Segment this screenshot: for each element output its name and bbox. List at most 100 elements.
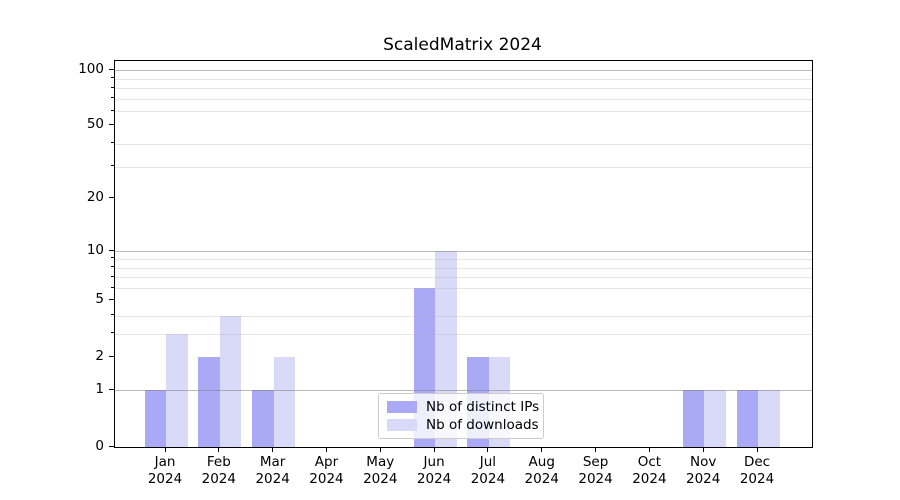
- y-minor-tick-mark-60: [111, 109, 114, 111]
- x-tick-label-month: Jun: [423, 454, 445, 470]
- x-tick-label-year: 2024: [578, 471, 613, 487]
- gridline-y-80: [115, 88, 812, 90]
- y-minor-tick-mark-9: [111, 257, 114, 259]
- y-tick-label-50: 50: [86, 116, 104, 133]
- bar-downloads-mar: [273, 357, 296, 447]
- y-tick-label-100: 100: [78, 60, 104, 77]
- x-tick-label-month: Apr: [314, 454, 339, 470]
- gridline-y-60: [115, 111, 812, 113]
- bar-distinct-ips-dec: [736, 390, 758, 447]
- y-minor-tick-mark-7: [111, 275, 114, 277]
- x-tick-mark-apr: [325, 447, 327, 452]
- gridline-y-9: [115, 259, 812, 260]
- x-tick-label-year: 2024: [147, 471, 183, 487]
- bar-distinct-ips-nov: [682, 390, 705, 447]
- gridline-y-6: [115, 288, 812, 290]
- y-tick-label-5: 5: [95, 291, 104, 308]
- x-tick-label-month: Jul: [479, 454, 497, 470]
- bar-downloads-nov: [704, 390, 726, 447]
- x-tick-mark-sep: [595, 447, 597, 452]
- y-minor-tick-mark-3: [111, 332, 114, 334]
- x-tick-mark-mar: [272, 447, 274, 452]
- y-tick-mark-2: [109, 355, 114, 357]
- x-tick-label-month: Dec: [743, 454, 771, 470]
- y-tick-label-20: 20: [86, 188, 104, 205]
- gridline-y-1: [115, 390, 812, 392]
- x-tick-label-year: 2024: [739, 471, 775, 487]
- gridline-y-70: [115, 98, 812, 100]
- x-tick-mark-may: [379, 447, 381, 452]
- gridline-y-90: [115, 78, 812, 80]
- bar-distinct-ips-mar: [252, 390, 274, 447]
- y-minor-tick-mark-70: [111, 97, 114, 99]
- y-minor-tick-mark-6: [111, 286, 114, 288]
- y-tick-label-0: 0: [95, 437, 104, 454]
- x-tick-label-year: 2024: [201, 471, 236, 487]
- bar-downloads-dec: [758, 390, 780, 447]
- y-tick-label-1: 1: [95, 380, 104, 397]
- x-tick-label-month: May: [366, 454, 395, 470]
- y-tick-mark-10: [109, 249, 114, 251]
- x-tick-label-month: Sep: [582, 454, 609, 470]
- y-minor-tick-mark-90: [111, 77, 114, 79]
- y-tick-mark-5: [109, 299, 114, 301]
- x-tick-label-year: 2024: [632, 471, 667, 487]
- y-tick-mark-0: [109, 445, 114, 447]
- x-tick-label-month: Aug: [528, 454, 555, 470]
- x-tick-label-year: 2024: [416, 471, 452, 487]
- x-tick-label-apr: Apr 2024: [294, 454, 358, 488]
- x-tick-label-month: Mar: [259, 454, 286, 470]
- gridline-y-7: [115, 277, 812, 279]
- x-tick-label-year: 2024: [524, 471, 559, 487]
- x-tick-mark-aug: [541, 447, 543, 452]
- x-tick-label-dec: Dec 2024: [725, 454, 789, 488]
- x-tick-label-year: 2024: [470, 471, 506, 487]
- x-tick-label-year: 2024: [309, 471, 344, 487]
- y-tick-mark-20: [109, 196, 114, 198]
- y-tick-mark-100: [109, 68, 114, 70]
- x-tick-mark-oct: [648, 447, 650, 452]
- gridline-y-10: [115, 251, 812, 253]
- legend-item-downloads: Nb of downloads: [379, 416, 543, 434]
- x-tick-label-year: 2024: [686, 471, 721, 487]
- grid-layer: [115, 61, 812, 447]
- gridline-y-4: [115, 315, 812, 317]
- legend-label-distinct-ips: Nb of distinct IPs: [426, 399, 540, 415]
- y-tick-mark-50: [109, 124, 114, 126]
- x-tick-label-month: Nov: [690, 454, 717, 470]
- x-tick-label-jun: Jun 2024: [402, 454, 466, 488]
- y-tick-mark-1: [109, 388, 114, 390]
- legend-swatch-downloads: [387, 419, 417, 431]
- gridline-y-3: [115, 333, 812, 335]
- x-tick-label-year: 2024: [255, 471, 290, 487]
- x-tick-label-month: Jan: [154, 454, 176, 470]
- chart-title: ScaledMatrix 2024: [383, 35, 542, 55]
- gridline-y-8: [115, 267, 812, 269]
- y-tick-label-10: 10: [86, 241, 104, 258]
- bar-downloads-feb: [219, 315, 242, 447]
- gridline-y-40: [115, 143, 812, 145]
- y-minor-tick-mark-30: [111, 165, 114, 167]
- x-tick-mark-jan: [164, 447, 166, 452]
- legend-item-distinct-ips: Nb of distinct IPs: [379, 398, 543, 416]
- plot-area: Nb of distinct IPs Nb of downloads: [114, 60, 813, 448]
- x-tick-mark-dec: [756, 447, 758, 452]
- x-tick-label-mar: Mar 2024: [241, 454, 305, 488]
- x-tick-label-aug: Aug 2024: [510, 454, 574, 488]
- x-tick-label-jan: Jan 2024: [133, 454, 197, 488]
- x-tick-label-oct: Oct 2024: [617, 454, 681, 488]
- y-tick-label-2: 2: [95, 347, 104, 364]
- bar-distinct-ips-jan: [144, 390, 166, 447]
- x-tick-label-month: Oct: [637, 454, 662, 470]
- x-tick-label-year: 2024: [363, 471, 398, 487]
- gridline-y-30: [115, 166, 812, 168]
- x-tick-mark-jun: [433, 447, 435, 452]
- y-minor-tick-mark-8: [111, 266, 114, 268]
- legend: Nb of distinct IPs Nb of downloads: [378, 393, 544, 439]
- gridline-y-100: [115, 70, 812, 72]
- x-tick-mark-nov: [702, 447, 704, 452]
- x-tick-mark-jul: [487, 447, 489, 452]
- x-tick-label-nov: Nov 2024: [671, 454, 735, 488]
- legend-label-downloads: Nb of downloads: [426, 417, 539, 433]
